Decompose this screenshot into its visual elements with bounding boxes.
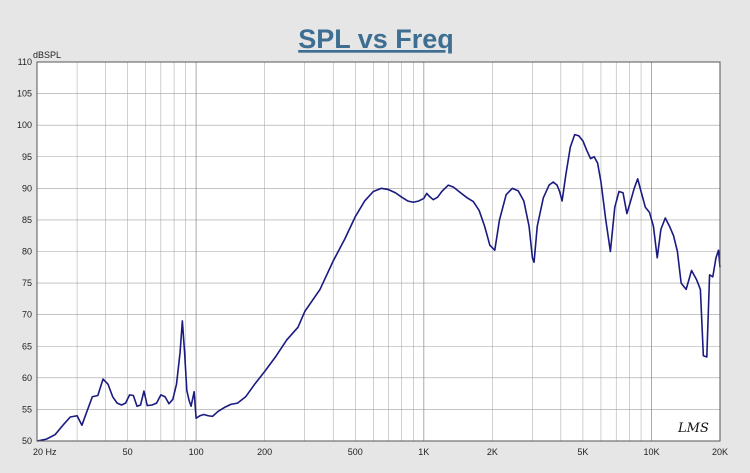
- x-tick-label: 100: [189, 447, 204, 457]
- y-tick-label: 105: [17, 89, 32, 99]
- x-tick-label: 1K: [418, 447, 429, 457]
- y-tick-label: 65: [22, 341, 32, 351]
- x-axis-ticks: 20 Hz 50 100 200 500 1K 2K 5K 10K 20K: [33, 447, 728, 457]
- x-tick-label: 2K: [487, 447, 498, 457]
- y-tick-label: 50: [22, 436, 32, 446]
- y-axis-ticks: 50 55 60 65 70 75 80 85 90 95 100 105 110: [17, 57, 32, 446]
- grid: [36, 61, 721, 442]
- y-tick-label: 100: [17, 120, 32, 130]
- chart-title: SPL vs Freq: [298, 24, 454, 54]
- y-tick-label: 85: [22, 215, 32, 225]
- y-tick-label: 80: [22, 247, 32, 257]
- x-tick-label: 20K: [712, 447, 728, 457]
- y-tick-label: 60: [22, 373, 32, 383]
- y-tick-label: 70: [22, 310, 32, 320]
- y-tick-label: 90: [22, 183, 32, 193]
- x-tick-label: 200: [257, 447, 272, 457]
- x-tick-label: 10K: [643, 447, 659, 457]
- x-tick-label: 20 Hz: [33, 447, 57, 457]
- x-tick-label: 500: [348, 447, 363, 457]
- x-tick-label: 50: [123, 447, 133, 457]
- y-tick-label: 75: [22, 278, 32, 288]
- lms-logo: LMS: [677, 421, 709, 436]
- series-line: [36, 133, 721, 442]
- y-tick-label: 95: [22, 152, 32, 162]
- y-tick-label: 55: [22, 404, 32, 414]
- y-axis-label: dBSPL: [33, 50, 61, 60]
- x-tick-label: 5K: [577, 447, 588, 457]
- y-tick-label: 110: [18, 57, 32, 67]
- plot-border: [36, 61, 721, 442]
